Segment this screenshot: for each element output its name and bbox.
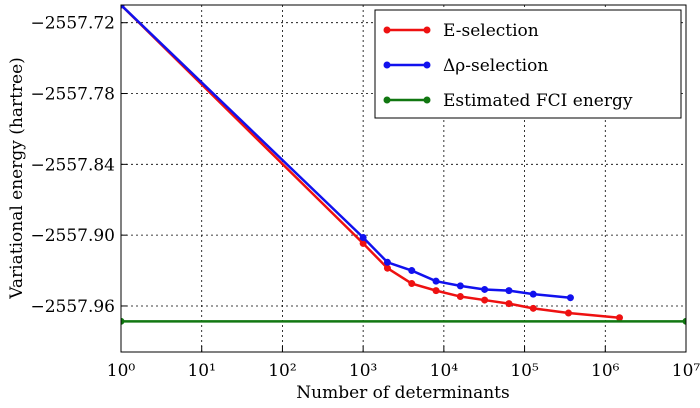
data-point [408, 280, 416, 288]
x-axis-label: Number of determinants [296, 383, 509, 403]
data-point [564, 309, 572, 317]
data-point [529, 304, 537, 312]
legend-marker [423, 26, 431, 34]
data-point [682, 317, 686, 325]
x-tick-label: 10³ [349, 361, 377, 381]
data-point [359, 239, 367, 247]
y-tick-label: −2557.72 [30, 14, 115, 34]
x-tick-label: 10¹ [187, 361, 215, 381]
data-point [481, 285, 489, 293]
data-point [456, 282, 464, 290]
data-point [432, 277, 440, 285]
legend-marker [383, 96, 391, 104]
legend-marker [423, 96, 431, 104]
x-tick-label: 10⁰ [107, 361, 136, 381]
legend-marker [383, 61, 391, 69]
x-tick-label: 10⁶ [591, 361, 620, 381]
data-point [383, 258, 391, 266]
legend-label: E-selection [443, 21, 539, 41]
x-tick-label: 10⁷ [672, 361, 700, 381]
y-tick-label: −2557.96 [30, 297, 115, 317]
y-tick-label: −2557.78 [30, 85, 115, 105]
legend-marker [423, 61, 431, 69]
data-point [432, 287, 440, 295]
y-tick-label: −2557.84 [30, 155, 115, 175]
legend-label: Estimated FCI energy [443, 91, 633, 111]
data-point [566, 294, 574, 302]
data-point [383, 264, 391, 272]
y-tick-label: −2557.90 [30, 226, 115, 246]
data-point [408, 267, 416, 275]
data-point [505, 300, 513, 308]
data-point [121, 317, 125, 325]
legend-marker [383, 26, 391, 34]
x-tick-label: 10⁵ [510, 361, 539, 381]
data-point [481, 296, 489, 304]
series-line [121, 5, 571, 299]
data-point [121, 5, 125, 9]
data-point [456, 293, 464, 301]
y-axis-label: Variational energy (hartree) [7, 57, 27, 300]
data-point [505, 287, 513, 295]
plot-frame [120, 4, 687, 353]
legend-label: Δρ-selection [443, 56, 548, 76]
data-point [529, 290, 537, 298]
x-tick-label: 10² [268, 361, 296, 381]
data-point [359, 234, 367, 242]
data-point [615, 314, 623, 322]
x-tick-label: 10⁴ [430, 361, 459, 381]
